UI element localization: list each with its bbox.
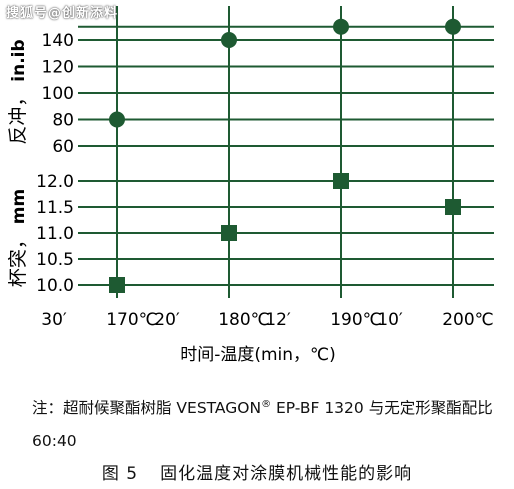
x-tick-time-label: 20′: [154, 310, 180, 330]
data-point-circle: [109, 111, 125, 128]
note-registered-mark: ®: [261, 399, 272, 410]
data-point-square: [221, 225, 237, 241]
figure-caption: 图 5 固化温度对涂膜机械性能的影响: [0, 459, 514, 484]
y-axis-title-top: 反冲， in.ib: [7, 39, 29, 144]
y-axis-title-bottom-text: 杯突， mm: [7, 189, 29, 287]
x-tick-temp-label: 190℃: [330, 310, 382, 330]
y-tick-label-top: 60: [52, 137, 74, 157]
y-tick-label-bottom: 12.0: [36, 172, 74, 192]
x-tick-temp-label: 200℃: [442, 310, 494, 330]
y-axis-title-top-text: 反冲， in.ib: [7, 39, 29, 144]
y-tick-label-bottom: 11.5: [36, 198, 74, 218]
data-point-square: [445, 199, 461, 215]
y-tick-label-top: 120: [42, 58, 74, 78]
y-tick-label-top: 100: [42, 84, 74, 104]
figure-title: 固化温度对涂膜机械性能的影响: [160, 464, 413, 484]
data-point-circle: [221, 32, 237, 48]
note-prefix: 注：超耐候聚酯树脂 VESTAGON: [32, 399, 262, 418]
y-tick-label-top: 80: [52, 111, 74, 131]
y-tick-label-bottom: 10.5: [36, 250, 74, 270]
y-tick-label-bottom: 11.0: [36, 224, 74, 244]
data-point-square: [333, 173, 349, 189]
figure-number: 图 5: [101, 464, 139, 484]
data-point-square: [109, 277, 125, 293]
watermark: 搜狐号@创新添料: [6, 6, 119, 21]
figure-note: 注：超耐候聚酯树脂 VESTAGON® EP-BF 1320 与无定形聚酯配比 …: [32, 388, 510, 458]
x-tick-temp-label: 170℃: [106, 310, 158, 330]
data-point-circle: [333, 18, 349, 35]
x-tick-time-label: 10′: [377, 310, 403, 330]
note-suffix: EP-BF 1320 与无定形聚酯配比 60:40: [32, 399, 493, 451]
y-axis-title-bottom: 杯突， mm: [7, 189, 29, 287]
x-axis-title: 时间-温度(min，℃): [180, 345, 336, 365]
x-tick-time-label: 12′: [265, 310, 291, 330]
chart: 60 80 100 120 140 10.0 10.5 11.0 11.5 12.0 反冲， in.…: [7, 6, 494, 365]
y-tick-label-top: 140: [42, 31, 74, 51]
x-tick-time-label: 30′: [41, 310, 67, 330]
y-tick-label-bottom: 10.0: [36, 276, 74, 296]
x-tick-temp-label: 180℃: [218, 310, 270, 330]
data-point-circle: [445, 18, 461, 35]
